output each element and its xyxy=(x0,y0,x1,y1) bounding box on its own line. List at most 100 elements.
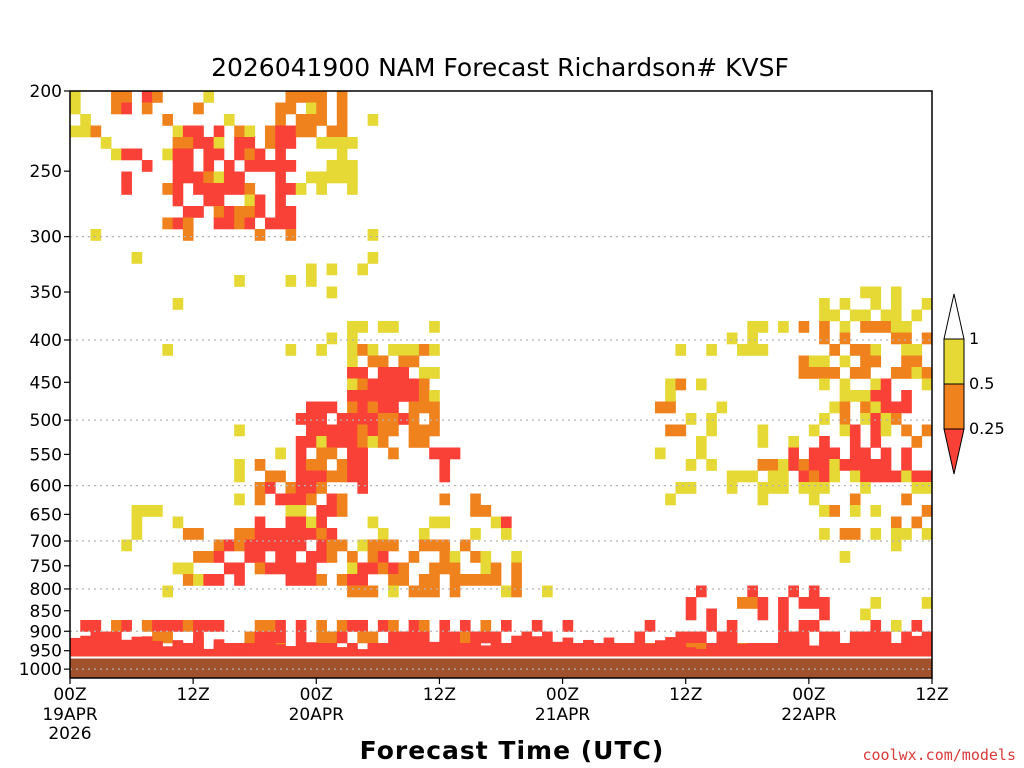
heatmap-cell xyxy=(306,424,317,437)
heatmap-cell xyxy=(244,551,256,563)
heatmap-cell xyxy=(921,470,933,483)
heatmap-cell xyxy=(244,137,256,149)
heatmap-cell xyxy=(111,148,122,161)
heatmap-cell xyxy=(829,505,841,517)
heatmap-cell xyxy=(336,436,348,448)
heatmap-cell xyxy=(90,229,102,241)
heatmap-cell xyxy=(418,585,430,598)
y-tick-label: 550 xyxy=(30,445,62,465)
heatmap-cell xyxy=(316,102,327,115)
heatmap-cell xyxy=(172,125,184,138)
heatmap-cell xyxy=(706,459,717,471)
surface-cell xyxy=(90,638,102,658)
heatmap-cell xyxy=(326,470,338,483)
surface-cell xyxy=(244,648,256,658)
heatmap-cell xyxy=(685,597,697,609)
heatmap-cell xyxy=(203,194,215,207)
heatmap-cell xyxy=(470,505,481,517)
heatmap-cell xyxy=(162,631,174,644)
heatmap-cell xyxy=(347,562,358,575)
heatmap-cell xyxy=(459,539,471,552)
heatmap-cell xyxy=(121,148,132,161)
heatmap-cell xyxy=(357,470,368,483)
heatmap-cell xyxy=(439,470,451,483)
heatmap-cell xyxy=(747,585,758,598)
heatmap-cell xyxy=(819,597,830,609)
surface-cell xyxy=(131,636,143,658)
surface-cell xyxy=(603,637,615,658)
heatmap-cell xyxy=(367,516,379,529)
heatmap-cell xyxy=(880,321,892,333)
heatmap-cell xyxy=(316,620,327,632)
heatmap-cell xyxy=(870,390,882,402)
surface-cell xyxy=(306,642,317,658)
heatmap-cell xyxy=(377,321,389,333)
heatmap-cell xyxy=(501,516,512,529)
surface-cell xyxy=(70,637,81,658)
heatmap-cell xyxy=(921,528,933,540)
heatmap-cell xyxy=(295,528,307,540)
heatmap-cell xyxy=(244,528,256,540)
heatmap-cell xyxy=(757,608,769,621)
heatmap-cell xyxy=(819,298,830,310)
heatmap-cell xyxy=(285,275,297,287)
heatmap-cell xyxy=(778,631,789,644)
heatmap-cell xyxy=(121,620,132,632)
surface-cell xyxy=(152,641,163,658)
heatmap-cell xyxy=(911,355,923,368)
heatmap-cell xyxy=(870,298,882,310)
heatmap-cell xyxy=(470,574,481,586)
heatmap-cell xyxy=(459,574,471,586)
y-tick-label: 350 xyxy=(30,283,62,303)
legend-swatch-below-0.25 xyxy=(943,428,965,475)
heatmap-cell xyxy=(295,620,307,632)
heatmap-cell xyxy=(480,505,492,517)
surface-cell xyxy=(726,646,738,658)
surface-cell xyxy=(880,643,892,658)
heatmap-cell xyxy=(921,482,933,494)
heatmap-cell xyxy=(275,528,286,540)
surface-cell xyxy=(737,643,748,658)
heatmap-cell xyxy=(121,102,132,115)
heatmap-cell xyxy=(418,528,430,540)
heatmap-cell xyxy=(326,539,338,552)
heatmap-cell xyxy=(798,482,810,494)
heatmap-cell xyxy=(418,631,430,644)
heatmap-cell xyxy=(839,459,851,471)
heatmap-cell xyxy=(131,148,143,161)
heatmap-cell xyxy=(285,137,297,149)
heatmap-cell xyxy=(326,137,338,149)
heatmap-cell xyxy=(306,459,317,471)
heatmap-cell xyxy=(747,470,758,483)
heatmap-cell xyxy=(439,539,451,552)
heatmap-cell xyxy=(326,401,338,414)
y-tick-label: 900 xyxy=(30,622,62,642)
heatmap-cell xyxy=(665,401,676,414)
heatmap-cell xyxy=(860,401,871,414)
heatmap-cell xyxy=(306,482,317,494)
heatmap-cell xyxy=(316,539,327,552)
heatmap-cell xyxy=(275,493,286,506)
heatmap-cell xyxy=(306,470,317,483)
heatmap-cell xyxy=(336,114,348,126)
heatmap-cell xyxy=(695,436,707,448)
x-tick-label: 00Z xyxy=(300,685,333,705)
heatmap-cell xyxy=(695,631,707,644)
heatmap-cell xyxy=(921,332,933,345)
heatmap-cell xyxy=(388,631,399,644)
heatmap-cell xyxy=(767,470,779,483)
heatmap-cell xyxy=(172,148,184,161)
heatmap-cell xyxy=(706,620,717,632)
heatmap-cell xyxy=(470,528,481,540)
heatmap-cell xyxy=(459,620,471,632)
y-tick-label: 1000 xyxy=(19,660,62,680)
heatmap-cell xyxy=(429,424,440,437)
heatmap-cell xyxy=(254,631,266,644)
heatmap-cell xyxy=(808,620,820,632)
heatmap-cell xyxy=(418,620,430,632)
heatmap-cell xyxy=(275,125,286,138)
heatmap-cell xyxy=(849,390,861,402)
heatmap-cell xyxy=(223,171,235,184)
heatmap-cell xyxy=(808,447,820,460)
heatmap-cell xyxy=(234,539,245,552)
